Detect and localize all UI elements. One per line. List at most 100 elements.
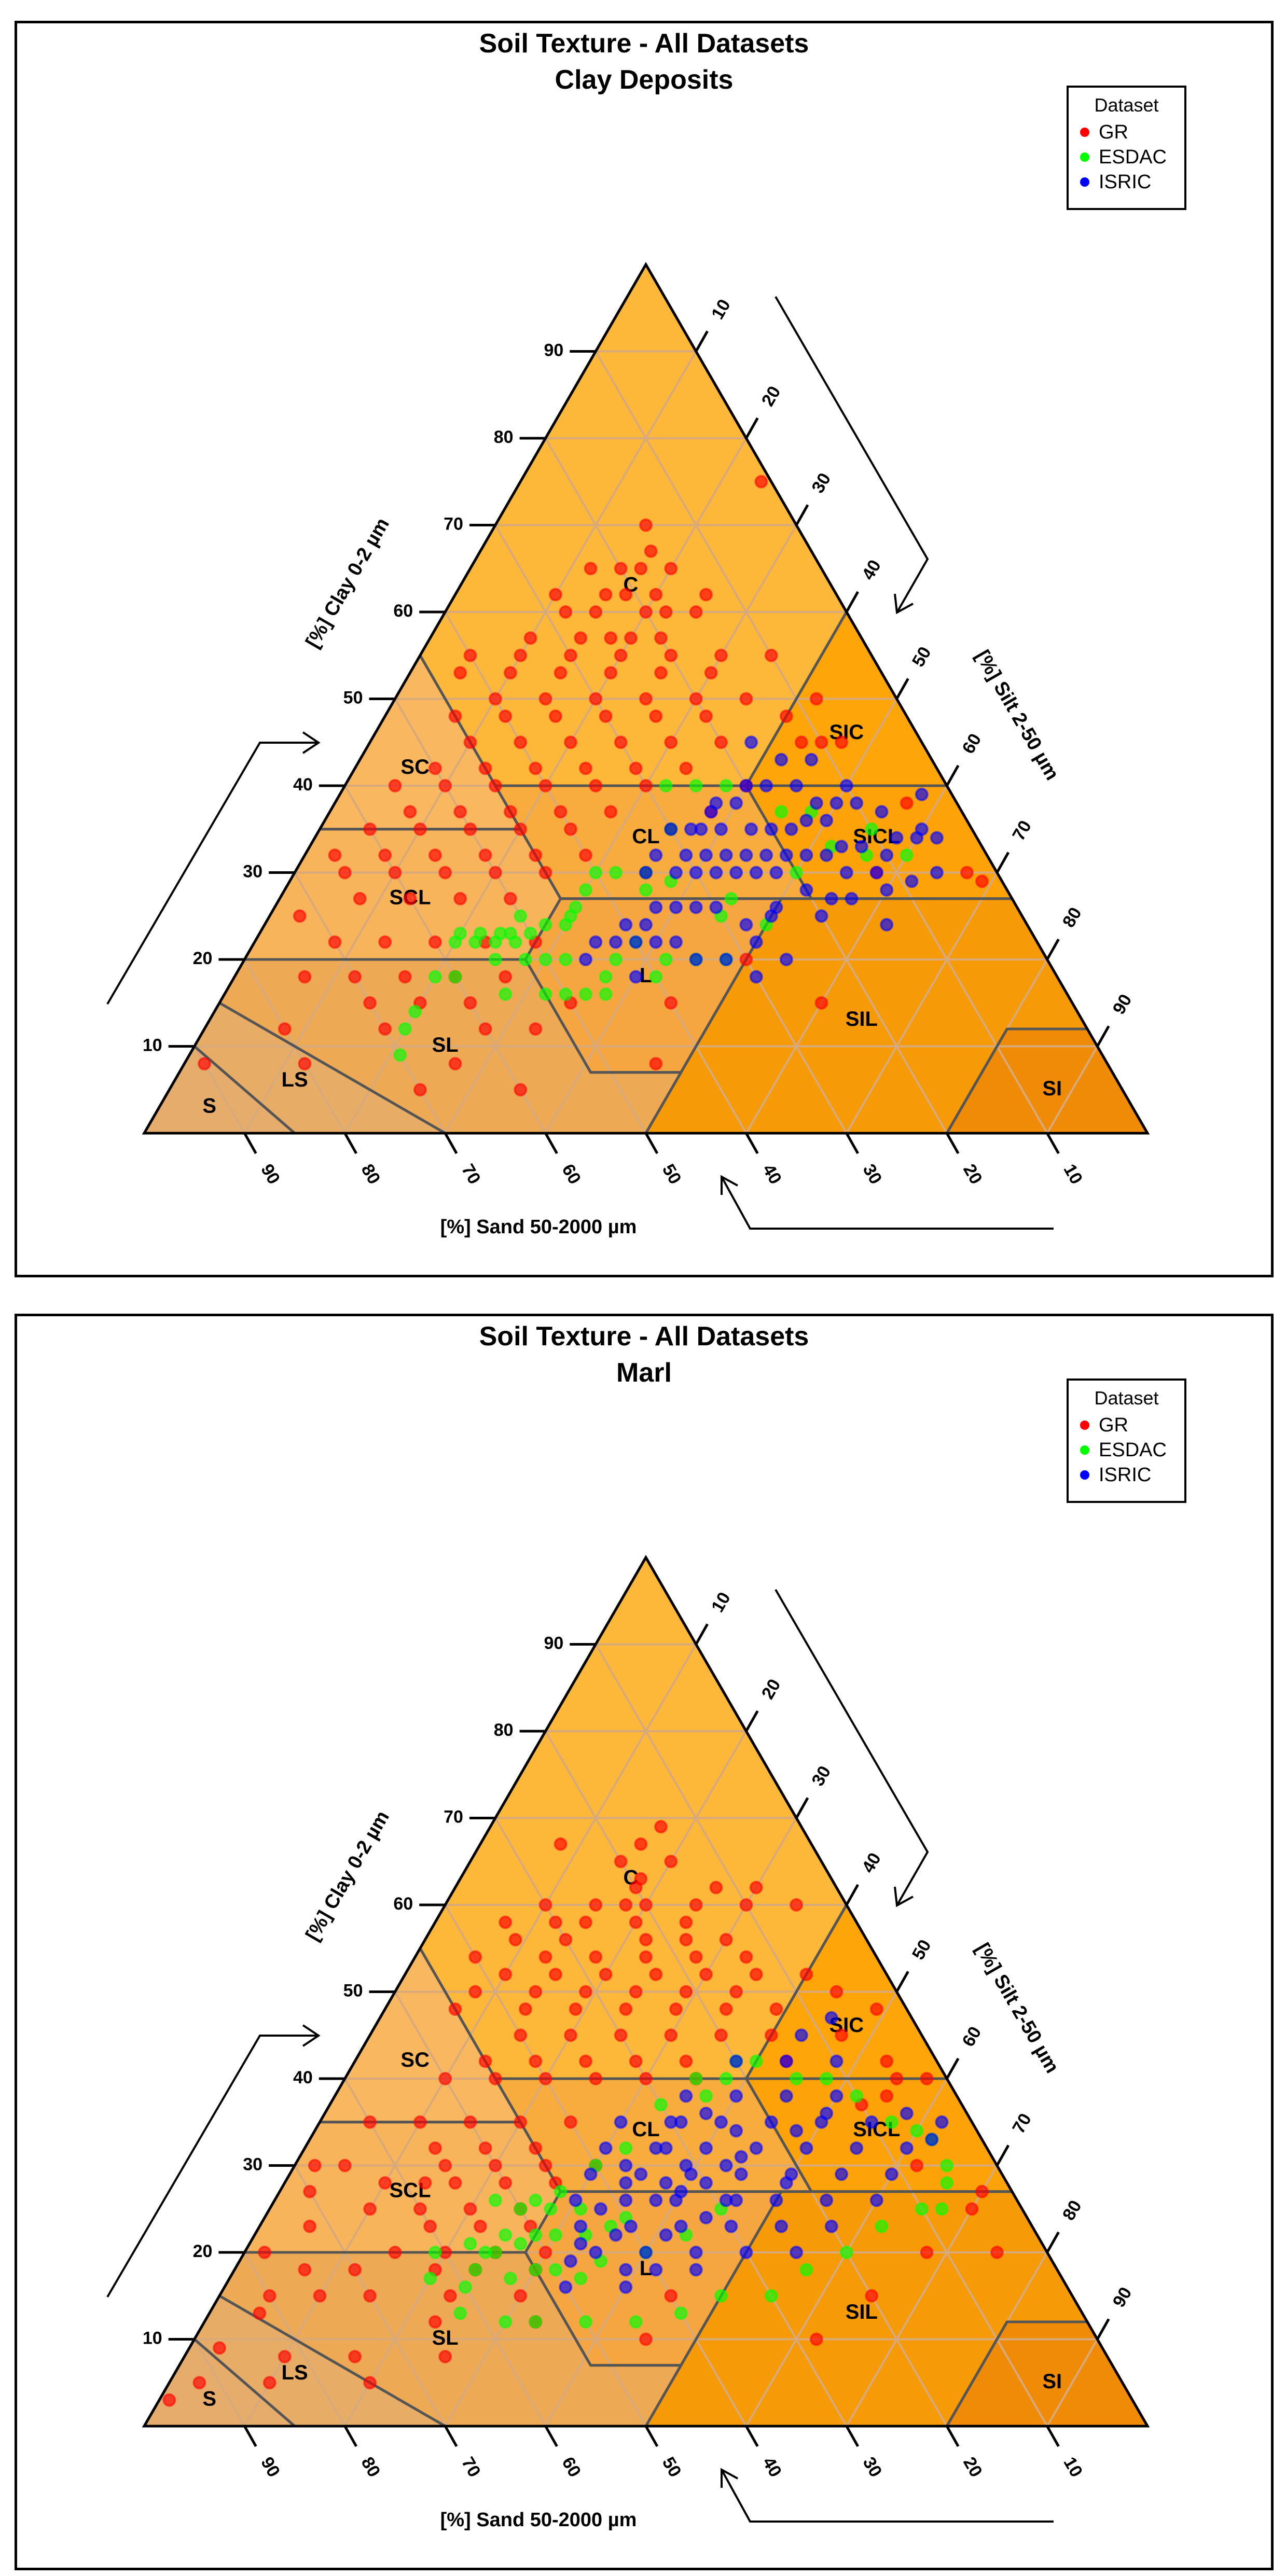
sand-axis-title: [%] Sand 50-2000 µm [440,1216,637,1238]
sand-tick-label: 60 [558,1161,585,1188]
data-point-isric [639,918,653,931]
data-point-gr [438,2072,452,2085]
data-point-isric [824,892,838,906]
data-point-gr [865,2289,879,2303]
data-point-isric [724,2219,738,2233]
data-point-gr [814,735,828,749]
silt-tick [745,1710,759,1732]
data-point-gr [559,1933,573,1946]
data-point-esdac [850,2089,864,2103]
data-point-esdac [589,866,603,880]
sand-tick [845,1132,859,1154]
sand-tick [745,1132,759,1154]
data-point-gr [769,2002,783,2016]
gridline-sand [594,1644,1048,2427]
data-point-isric [699,848,713,862]
data-point-gr [463,822,477,836]
data-point-gr [538,779,552,792]
data-point-gr [619,2002,633,2016]
data-point-gr [569,2002,583,2016]
data-point-gr [488,2159,502,2173]
data-point-esdac [538,987,552,1001]
data-point-gr [764,2028,778,2042]
data-point-isric [824,2011,838,2025]
sand-direction-arrow [721,1176,1054,1230]
data-point-esdac [915,2202,929,2216]
data-point-isric [869,866,883,880]
sand-tick-label: 90 [257,1161,284,1188]
data-point-gr [278,1022,292,1036]
data-point-gr [463,2115,477,2129]
silt-tick [695,1623,709,1645]
data-point-isric [699,2141,713,2155]
data-point-gr [262,2376,276,2390]
data-point-gr [499,709,513,723]
sand-tick [343,2425,357,2447]
data-point-gr [463,996,477,1010]
clay-tick-label: 50 [343,1981,363,2000]
clay-axis-title: [%] Clay 0-2 µm [302,1807,394,1945]
data-point-isric [880,848,894,862]
data-point-gr [448,709,462,723]
data-point-gr [303,2219,317,2233]
data-point-isric [699,2107,713,2120]
data-point-gr [975,874,989,888]
data-point-esdac [514,2237,528,2251]
data-point-gr [488,866,502,880]
data-point-gr [538,692,552,706]
silt-tick-label: 80 [1059,904,1086,931]
data-point-gr [739,692,753,706]
legend-marker-gr [1080,128,1089,137]
data-point-isric [609,935,623,949]
class-label-sl: SL [432,1034,459,1056]
data-point-isric [779,2176,793,2190]
silt-tick-label: 50 [908,644,935,671]
data-point-gr [589,1898,603,1912]
data-point-gr [363,996,377,1010]
data-point-esdac [478,2246,492,2259]
data-point-gr [514,2289,528,2303]
legend-label: ISRIC [1099,1464,1152,1486]
silt-tick-label: 60 [959,730,986,757]
sand-tick [644,1132,659,1154]
silt-tick-label: 90 [1109,2284,1136,2311]
data-point-gr [413,1083,427,1097]
legend-item-isric: ISRIC [1069,170,1184,194]
data-point-esdac [514,909,528,923]
sand-axis-title: [%] Sand 50-2000 µm [440,2509,637,2531]
data-point-gr [538,1898,552,1912]
data-point-gr [799,1968,813,1981]
data-point-gr [689,1950,703,1964]
data-point-gr [338,2159,352,2173]
data-point-isric [769,866,783,880]
data-point-esdac [408,1005,422,1019]
data-point-esdac [775,805,789,819]
data-point-esdac [423,2272,437,2286]
data-point-esdac [488,935,502,949]
data-point-gr [714,735,728,749]
data-point-gr [739,953,753,966]
data-point-esdac [428,2246,442,2259]
data-point-isric [835,2167,849,2181]
data-point-esdac [659,953,673,966]
data-point-gr [779,709,793,723]
data-point-isric [865,2115,879,2129]
data-point-gr [579,1915,592,1929]
legend-title: Dataset [1094,94,1159,116]
data-point-isric [714,822,728,836]
data-point-esdac [488,953,502,966]
legend-item-gr: GR [1069,120,1184,145]
data-point-gr [262,2289,276,2303]
data-point-gr [448,2002,462,2016]
data-point-esdac [554,2184,568,2198]
data-point-gr [499,970,513,984]
data-point-gr [664,2028,678,2042]
data-point-esdac [468,935,482,949]
data-point-gr [538,2246,552,2259]
data-point-gr [258,2246,272,2259]
data-point-isric [829,2054,843,2068]
data-point-gr [548,709,562,723]
axis-ticks [168,330,1110,1154]
data-point-gr [298,1057,312,1070]
data-point-gr [960,866,974,880]
